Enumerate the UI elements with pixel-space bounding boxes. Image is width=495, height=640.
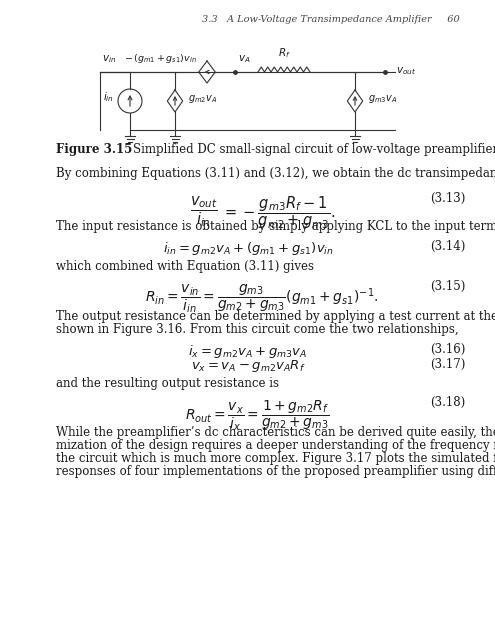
Text: $v_x = v_A - g_{m2}v_A R_f$: $v_x = v_A - g_{m2}v_A R_f$ xyxy=(191,358,305,374)
Text: (3.16): (3.16) xyxy=(430,343,465,356)
Text: The input resistance is obtained by simply applying KCL to the input terminal: The input resistance is obtained by simp… xyxy=(56,220,495,233)
Text: which combined with Equation (3.11) gives: which combined with Equation (3.11) give… xyxy=(56,260,314,273)
Text: $i_{in} = g_{m2}v_A + (g_{m1} + g_{s1})v_{in}$: $i_{in} = g_{m2}v_A + (g_{m1} + g_{s1})v… xyxy=(163,240,333,257)
Text: $g_{m2}v_A$: $g_{m2}v_A$ xyxy=(188,93,217,105)
Text: Simplified DC small-signal circuit of low-voltage preamplifier.: Simplified DC small-signal circuit of lo… xyxy=(118,143,495,156)
Text: $\dfrac{v_{out}}{i_{in}}$: $\dfrac{v_{out}}{i_{in}}$ xyxy=(190,194,218,229)
Text: the circuit which is much more complex. Figure 3.17 plots the simulated frequenc: the circuit which is much more complex. … xyxy=(56,452,495,465)
Text: (3.15): (3.15) xyxy=(430,280,465,293)
Text: $v_{out}$: $v_{out}$ xyxy=(396,65,416,77)
Text: $R_f$: $R_f$ xyxy=(278,46,291,60)
Text: $g_{m3}v_A$: $g_{m3}v_A$ xyxy=(368,93,397,105)
Text: mization of the design requires a deeper understanding of the frequency response: mization of the design requires a deeper… xyxy=(56,439,495,452)
Text: 3.3   A Low-Voltage Transimpedance Amplifier     60: 3.3 A Low-Voltage Transimpedance Amplifi… xyxy=(202,15,460,24)
Text: (3.18): (3.18) xyxy=(430,396,465,409)
Text: $v_{in}$: $v_{in}$ xyxy=(102,53,116,65)
Text: $v_A$: $v_A$ xyxy=(238,53,250,65)
Text: (3.17): (3.17) xyxy=(430,358,465,371)
Text: The output resistance can be determined by applying a test current at the output: The output resistance can be determined … xyxy=(56,310,495,323)
Text: $= -\dfrac{g_{m3}R_f - 1}{g_{m2} + g_{m3}}.$: $= -\dfrac{g_{m3}R_f - 1}{g_{m2} + g_{m3… xyxy=(222,194,335,230)
Text: Figure 3.15: Figure 3.15 xyxy=(56,143,132,156)
Text: $i_{in}$: $i_{in}$ xyxy=(103,90,114,104)
Text: responses of four implementations of the proposed preamplifier using different t: responses of four implementations of the… xyxy=(56,465,495,478)
Text: shown in Figure 3.16. From this circuit come the two relationships,: shown in Figure 3.16. From this circuit … xyxy=(56,323,459,336)
Text: By combining Equations (3.11) and (3.12), we obtain the dc transimpedance gain: By combining Equations (3.11) and (3.12)… xyxy=(56,167,495,180)
Text: $-\,(g_{m1}+g_{s1})v_{in}$: $-\,(g_{m1}+g_{s1})v_{in}$ xyxy=(124,52,197,65)
Text: (3.14): (3.14) xyxy=(430,240,465,253)
Text: $R_{in} = \dfrac{v_{in}}{i_{in}} = \dfrac{g_{m3}}{g_{m2} + g_{m3}}(g_{m1} + g_{s: $R_{in} = \dfrac{v_{in}}{i_{in}} = \dfra… xyxy=(145,282,379,315)
Text: While the preamplifier’s dc characteristics can be derived quite easily, the opt: While the preamplifier’s dc characterist… xyxy=(56,426,495,439)
Text: $R_{out} = \dfrac{v_x}{i_x} = \dfrac{1 + g_{m2}R_f}{g_{m2} + g_{m3}}$: $R_{out} = \dfrac{v_x}{i_x} = \dfrac{1 +… xyxy=(185,398,330,433)
Text: $i_x = g_{m2}v_A + g_{m3}v_A$: $i_x = g_{m2}v_A + g_{m3}v_A$ xyxy=(188,343,308,360)
Text: (3.13): (3.13) xyxy=(430,192,465,205)
Text: and the resulting output resistance is: and the resulting output resistance is xyxy=(56,377,279,390)
